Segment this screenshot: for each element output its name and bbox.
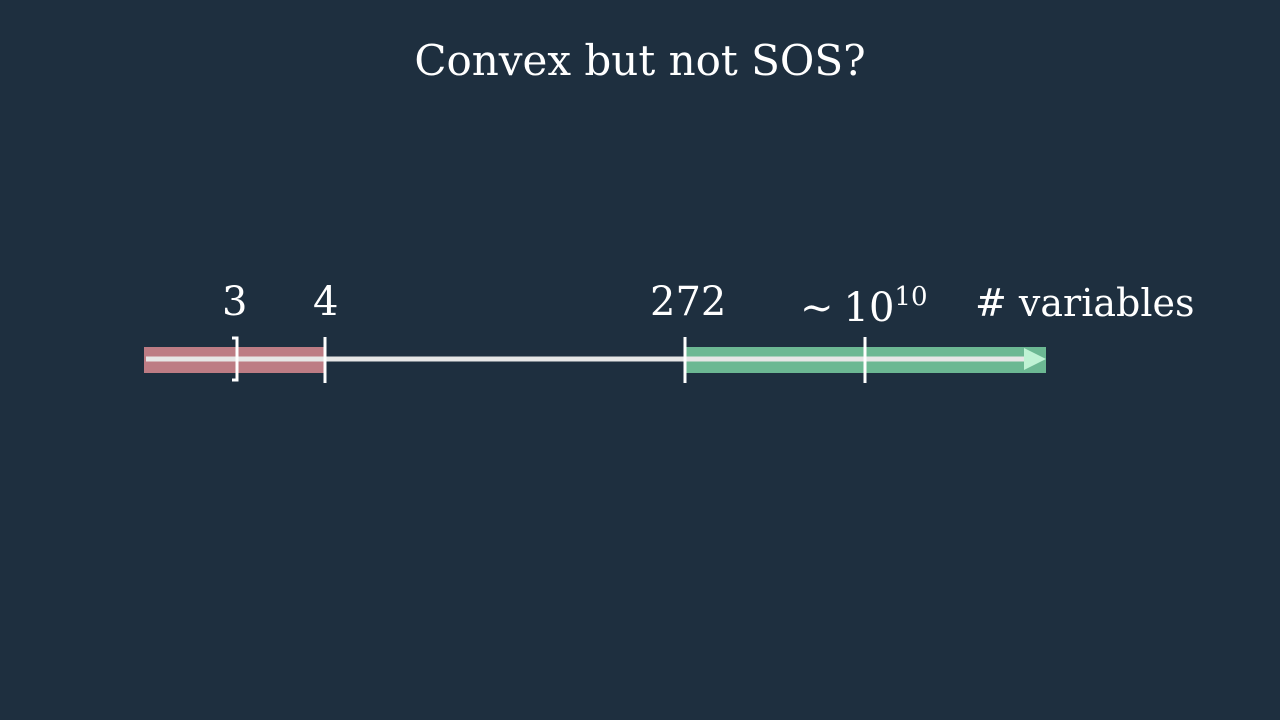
tick-label-approx: ∼ 1010 bbox=[800, 284, 928, 328]
approx-symbol: ∼ bbox=[800, 285, 834, 331]
slide-title: Convex but not SOS? bbox=[414, 36, 866, 85]
approx-exponent: 10 bbox=[894, 282, 928, 312]
tick-label-3: 3 bbox=[222, 279, 248, 325]
tick-bracket-3 bbox=[232, 336, 239, 382]
tick-label-4: 4 bbox=[313, 279, 339, 325]
arrow-head bbox=[1024, 348, 1046, 370]
tick-label-272: 272 bbox=[650, 279, 727, 325]
axis-label: # variables bbox=[975, 281, 1195, 325]
approx-base: 10 bbox=[843, 285, 895, 331]
